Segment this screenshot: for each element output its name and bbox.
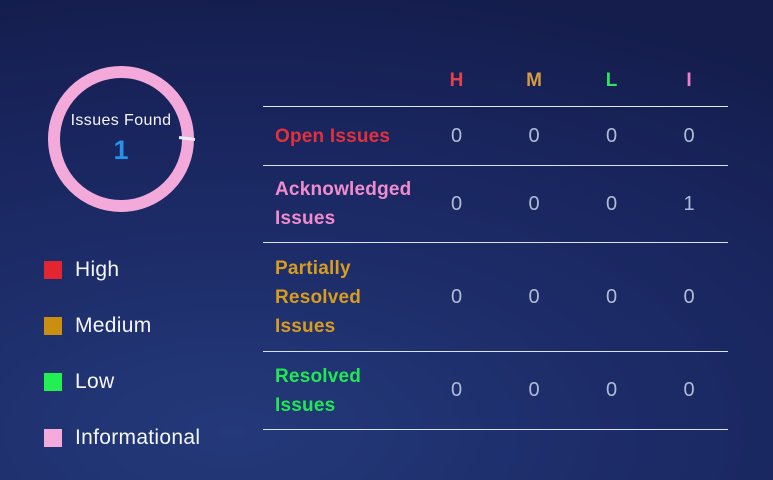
row-label: Resolved Issues (275, 365, 362, 416)
table-row-acknowledged-issues: Acknowledged Issues 0 0 0 1 (263, 166, 728, 243)
column-header-medium: M (526, 69, 543, 91)
severity-legend: High Medium Low Informational (44, 252, 200, 476)
donut-title: Issues Found (70, 112, 172, 129)
column-header-low: L (605, 69, 618, 91)
cell-open-m: 0 (528, 124, 541, 147)
cell-open-h: 0 (450, 124, 463, 147)
cell-partial-h: 0 (450, 285, 463, 308)
issues-status-table: H M L I Open Issues 0 0 0 0 Acknowledged… (263, 55, 728, 430)
legend-label: High (75, 258, 120, 281)
legend-item-informational: Informational (44, 420, 200, 456)
cell-partial-l: 0 (605, 285, 618, 308)
cell-ack-m: 0 (528, 192, 541, 215)
table-row-partially-resolved-issues: Partially Resolved Issues 0 0 0 0 (263, 243, 728, 352)
column-header-informational: I (686, 69, 693, 91)
legend-item-low: Low (44, 364, 200, 400)
issues-found-donut-chart: Issues Found 1 (48, 66, 196, 212)
table-row-open-issues: Open Issues 0 0 0 0 (263, 107, 728, 166)
cell-partial-m: 0 (528, 285, 541, 308)
cell-ack-h: 0 (450, 192, 463, 215)
column-header-high: H (449, 69, 464, 91)
cell-resolved-h: 0 (450, 379, 463, 401)
medium-swatch-icon (44, 317, 62, 335)
high-swatch-icon (44, 261, 62, 279)
cell-resolved-l: 0 (605, 379, 618, 401)
donut-segment-divider (178, 136, 196, 141)
issues-found-count: 1 (113, 135, 129, 165)
low-swatch-icon (44, 373, 62, 391)
cell-resolved-i: 0 (683, 379, 696, 401)
row-label: Acknowledged Issues (275, 179, 412, 229)
legend-label: Low (75, 370, 115, 393)
table-row-resolved-issues: Resolved Issues 0 0 0 0 (263, 352, 728, 430)
cell-partial-i: 0 (683, 285, 696, 308)
legend-label: Informational (75, 426, 201, 449)
cell-ack-i: 1 (683, 192, 696, 215)
informational-swatch-icon (44, 429, 62, 447)
legend-label: Medium (75, 314, 152, 337)
row-label: Open Issues (275, 125, 391, 147)
cell-open-l: 0 (605, 124, 618, 147)
table-header-row: H M L I (263, 55, 728, 107)
legend-item-medium: Medium (44, 308, 200, 344)
cell-ack-l: 0 (605, 192, 618, 215)
legend-item-high: High (44, 252, 200, 288)
cell-resolved-m: 0 (528, 379, 541, 401)
cell-open-i: 0 (683, 124, 696, 147)
row-label: Partially Resolved Issues (275, 257, 362, 337)
